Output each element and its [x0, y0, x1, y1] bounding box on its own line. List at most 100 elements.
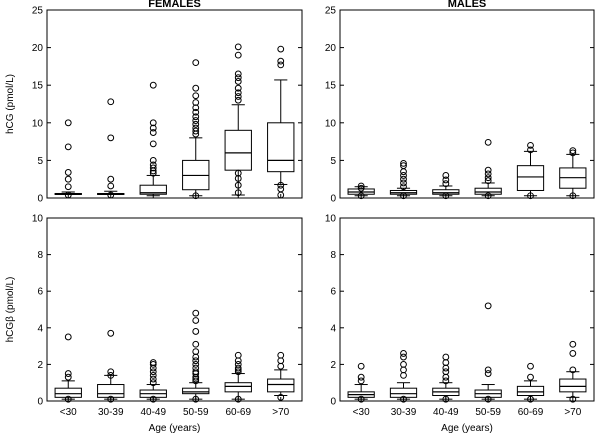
outlier-point	[107, 371, 115, 379]
outlier-point	[192, 192, 200, 200]
y-tick-label: 0	[37, 397, 43, 408]
outlier-point	[234, 357, 242, 365]
box-6	[559, 340, 587, 403]
x-tick-label: 40-49	[140, 407, 166, 418]
outlier-point	[107, 329, 115, 337]
box-4	[182, 309, 210, 403]
outlier-point	[277, 185, 285, 193]
outlier-point	[277, 393, 285, 401]
outlier-point	[277, 357, 285, 365]
y-tick-label: 6	[330, 287, 336, 298]
outlier-point	[234, 368, 242, 376]
iqr-box	[182, 387, 210, 395]
outlier-point	[149, 140, 157, 148]
outlier-point	[357, 192, 365, 200]
outlier-point	[234, 351, 242, 359]
iqr-box	[267, 378, 295, 393]
outlier-point	[400, 192, 407, 200]
chart-panel-4: 0 2 4 6 8 10 <30 30-39 40-49 50-59 60-69 >70 Age (ye…	[325, 214, 595, 434]
outlier-point	[64, 333, 72, 341]
chart-panel-1: FEMALES 0 5 10 15 20 25 hCG (pmol/L)	[5, 0, 303, 205]
outlier-point	[234, 189, 242, 197]
plot-frame	[46, 217, 303, 402]
outlier-point	[527, 146, 534, 154]
outlier-point	[64, 119, 72, 127]
y-tick-label: 8	[330, 250, 336, 261]
outlier-point	[357, 182, 365, 190]
iqr-box	[474, 187, 502, 195]
box-5	[516, 362, 545, 403]
outlier-point	[569, 395, 577, 403]
outlier-point	[527, 192, 534, 200]
outlier-point	[484, 138, 492, 146]
box-3	[432, 353, 460, 403]
outlier-point	[234, 364, 242, 372]
y-tick-label: 5	[37, 156, 43, 167]
iqr-box	[389, 387, 418, 398]
outlier-point	[357, 373, 365, 381]
outlier-point	[234, 395, 242, 403]
box-6	[267, 351, 295, 401]
outlier-point	[400, 371, 407, 379]
outlier-point	[400, 353, 407, 361]
iqr-box	[54, 387, 82, 398]
outlier-point	[442, 192, 450, 200]
outlier-point	[192, 340, 200, 348]
outlier-point	[107, 182, 115, 190]
outlier-point	[442, 377, 450, 385]
outlier-point	[442, 180, 450, 188]
outlier-point	[569, 350, 577, 357]
y-tick-label: 6	[37, 287, 43, 298]
outlier-point	[149, 167, 157, 175]
iqr-box	[224, 129, 252, 171]
iqr-box	[432, 189, 460, 195]
y-tick-label: 0	[330, 397, 336, 408]
y-tick-label: 4	[37, 323, 43, 334]
outlier-point	[277, 61, 285, 69]
box-4	[474, 138, 502, 200]
outlier-point	[234, 175, 242, 182]
outlier-point	[484, 366, 492, 374]
outlier-point	[400, 168, 407, 176]
box-5	[224, 351, 252, 403]
plot-frame	[339, 9, 595, 199]
outlier-point	[357, 395, 365, 403]
box-3	[139, 359, 167, 403]
outlier-point	[64, 143, 72, 151]
outlier-point	[484, 177, 492, 185]
box-6	[559, 147, 587, 200]
box-2	[389, 350, 418, 403]
outlier-point	[400, 366, 407, 374]
outlier-point	[192, 92, 200, 100]
iqr-box	[267, 122, 295, 173]
outlier-point	[484, 192, 492, 200]
outlier-point	[357, 362, 365, 370]
outlier-point	[149, 368, 157, 376]
outlier-point	[192, 84, 200, 92]
outlier-point	[277, 45, 285, 53]
iqr-box	[224, 382, 252, 393]
outlier-point	[442, 359, 450, 366]
outlier-point	[400, 172, 407, 179]
box-4	[182, 59, 210, 200]
outlier-point	[64, 395, 72, 403]
outlier-point	[149, 129, 157, 136]
outlier-point	[357, 184, 365, 192]
outlier-point	[192, 361, 200, 368]
y-tick-label: 2	[37, 360, 43, 371]
outlier-point	[234, 74, 242, 82]
outlier-point	[107, 175, 115, 183]
outlier-point	[484, 302, 492, 310]
outlier-point	[107, 395, 115, 403]
outlier-point	[149, 81, 157, 89]
outlier-point	[149, 379, 157, 387]
outlier-point	[64, 183, 72, 191]
y-tick-label: 15	[32, 81, 44, 92]
outlier-point	[527, 141, 534, 149]
box-2	[97, 98, 125, 199]
outlier-point	[569, 192, 577, 200]
box-6	[267, 45, 295, 199]
box-3	[139, 81, 167, 197]
outlier-point	[400, 350, 407, 357]
outlier-point	[234, 51, 242, 59]
